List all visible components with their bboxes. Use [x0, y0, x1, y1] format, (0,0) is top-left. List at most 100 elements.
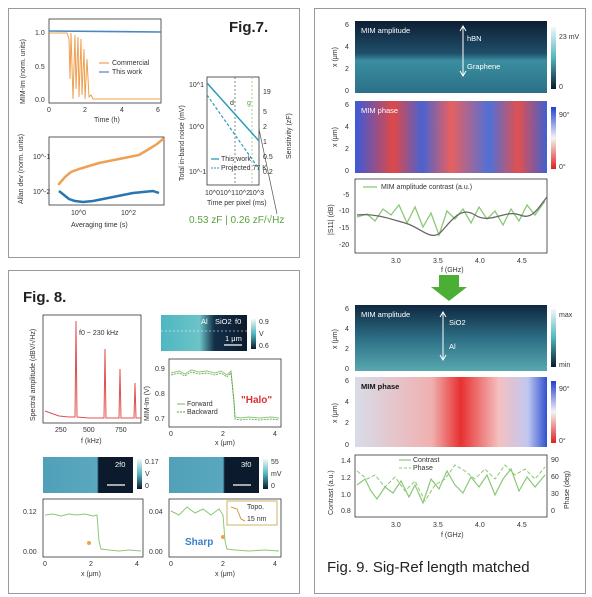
inset-topo: Topo. — [247, 504, 264, 511]
xtick: 2 — [221, 561, 225, 568]
y2tick: 60 — [551, 474, 559, 481]
fig8-figure: f0 ~ 230 kHz 250 500 750 f (kHz) Spectra… — [23, 314, 282, 578]
ytick: 10^-1 — [33, 154, 50, 161]
graphene-label: Graphene — [467, 62, 500, 71]
map3-label: 3f0 — [241, 460, 251, 469]
y2tick: 30 — [551, 491, 559, 498]
xtick: 750 — [115, 427, 127, 434]
xtick: 4 — [273, 431, 277, 438]
xtick: 3.5 — [433, 522, 443, 529]
ytick: 4 — [345, 326, 349, 333]
legend-this-work: This work — [112, 69, 142, 76]
mark-d: d — [230, 100, 234, 107]
ytick: 1.4 — [341, 458, 351, 465]
y2tick: 0 — [551, 508, 555, 515]
phase-bottom-cbar-max: 90° — [559, 385, 570, 393]
map2-cbar-max: 0.17 — [145, 459, 159, 466]
mark-g: g — [247, 100, 251, 107]
ylabel2: Sensitivity (zF) — [286, 113, 293, 159]
ytick: 1.0 — [35, 30, 45, 37]
ylabel: Total in-band noise (mV) — [179, 105, 186, 181]
y2tick: 0.2 — [263, 169, 273, 176]
ytick: 1.2 — [341, 475, 351, 482]
fig9-amp-top: MIM amplitude hBN Graphene 23 mV 0 0 2 4… — [332, 21, 580, 95]
xlabel: f (kHz) — [81, 438, 102, 445]
legend-forward: Forward — [187, 401, 213, 408]
ytick: 0.00 — [23, 549, 37, 556]
ytick: 0.0 — [35, 97, 45, 104]
map2-cbar-min: 0 — [145, 483, 149, 490]
amp-top-cbar-min: 0 — [559, 84, 563, 91]
map1-cbar-min: 0.6 — [259, 343, 269, 350]
ytick: 2 — [345, 420, 349, 427]
xtick: 2 — [89, 561, 93, 568]
xtick: 250 — [55, 427, 67, 434]
profile1-chart: Forward Backward "Halo" 0.7 0.8 0.9 0 2 … — [144, 358, 282, 447]
xtick: 0 — [169, 431, 173, 438]
sio2-label: SiO2 — [449, 318, 466, 327]
y2tick: 5 — [263, 109, 267, 116]
ytick: 0 — [345, 366, 349, 373]
xlabel: f (GHz) — [441, 532, 464, 539]
legend-this-work: This work — [221, 156, 251, 163]
profile3-chart: Topo. 15 nm Sharp 0.00 0.04 0 2 4 x (μm) — [149, 498, 282, 578]
fig9-phase-bottom: MIM phase 90° 0° 0 2 4 6 x (μm) — [332, 377, 570, 449]
ytick: 6 — [345, 378, 349, 385]
xlabel: Time (h) — [94, 117, 120, 124]
ytick: 10^0 — [189, 124, 204, 131]
xtick: 500 — [83, 427, 95, 434]
xtick: 4.0 — [475, 522, 485, 529]
ytick: 2 — [345, 146, 349, 153]
fig7-label: Fig.7. — [229, 19, 269, 36]
y2tick: 2 — [263, 124, 267, 131]
ylabel: x (μm) — [332, 47, 339, 67]
phase-top-label: MIM phase — [361, 106, 398, 115]
ytick: 10^-2 — [33, 189, 50, 196]
map3: 3f0 55 mV 0 — [169, 457, 282, 493]
fig9-panel: MIM amplitude hBN Graphene 23 mV 0 0 2 4… — [314, 8, 586, 594]
xtick: 10^0 — [71, 210, 86, 217]
fig8-panel: Fig. 8. f0 ~ 230 kHz 250 500 750 f (kHz)… — [8, 270, 300, 594]
xtick: 10^2 — [121, 210, 136, 217]
ylabel: x (μm) — [332, 403, 339, 423]
y2tick: 0.5 — [263, 154, 273, 161]
map2-label: 2f0 — [115, 460, 125, 469]
y2tick: 90 — [551, 457, 559, 464]
map1-al: Al — [201, 317, 208, 326]
xlabel: Time per pixel (ms) — [207, 200, 267, 207]
ytick: 0.04 — [149, 509, 163, 516]
legend-phase: Phase — [413, 465, 433, 472]
profile2-chart: 0.00 0.12 0 2 4 x (μm) — [23, 498, 144, 578]
ytick: -10 — [339, 208, 349, 215]
ytick: 10^1 — [189, 82, 204, 89]
map3-cbar-min: 0 — [271, 483, 275, 490]
al-label: Al — [449, 342, 456, 351]
ytick: -15 — [339, 225, 349, 232]
ytick: 0.12 — [23, 509, 37, 516]
ylabel: x (μm) — [332, 329, 339, 349]
ytick: 0 — [345, 88, 349, 95]
ytick: 0.7 — [155, 416, 165, 423]
fig7-top-chart: Commercial This work 0.0 0.5 1.0 0 2 4 6… — [20, 18, 162, 124]
xtick: 0 — [47, 107, 51, 114]
xlabel: x (μm) — [215, 440, 235, 447]
amp-bottom-label: MIM amplitude — [361, 310, 410, 319]
spectrum-chart: f0 ~ 230 kHz 250 500 750 f (kHz) Spectra… — [29, 314, 142, 445]
ytick: 1.0 — [341, 492, 351, 499]
ylabel: x (μm) — [332, 127, 339, 147]
phase-bottom-cbar-min: 0° — [559, 437, 566, 445]
ytick: 6 — [345, 22, 349, 29]
xtick: 4 — [135, 561, 139, 568]
f0-annotation: f0 ~ 230 kHz — [79, 330, 119, 337]
ytick: 0.9 — [155, 366, 165, 373]
map1-cbar-max: 0.9 — [259, 319, 269, 326]
fig7-panel: Fig.7. Commercial This work 0.0 0.5 1.0 … — [8, 8, 300, 258]
ylabel: Contrast (a.u.) — [328, 470, 335, 515]
legend-projected: Projected 77 K — [221, 165, 267, 172]
phase-bottom-label: MIM phase — [361, 382, 399, 391]
xtick: 0 — [43, 561, 47, 568]
fig9-s11-chart: MIM amplitude contrast (a.u.) -5 -10 -15… — [328, 178, 548, 274]
ytick: 2 — [345, 346, 349, 353]
fig9-contrast-chart: Contrast Phase 0.8 1.0 1.2 1.4 0 30 60 9… — [328, 454, 571, 539]
ytick: 4 — [345, 44, 349, 51]
